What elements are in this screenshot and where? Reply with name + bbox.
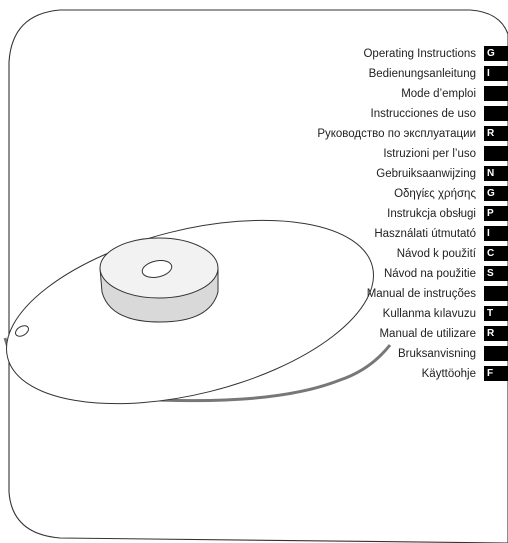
language-tab[interactable]: C	[484, 246, 508, 261]
language-tab[interactable]: R	[484, 126, 508, 141]
disc-hole	[15, 325, 29, 337]
language-tab[interactable]	[484, 286, 508, 301]
language-tab[interactable]	[484, 146, 508, 161]
language-tab[interactable]: I	[484, 226, 508, 241]
language-tab[interactable]: S	[484, 266, 508, 281]
language-tab[interactable]: F	[484, 366, 508, 381]
language-tab[interactable]: G	[484, 186, 508, 201]
language-list: Operating Instructions Bedienungsanleitun…	[317, 44, 476, 384]
language-tab[interactable]	[484, 346, 508, 361]
language-item[interactable]: Instrucciones de uso	[370, 108, 476, 120]
language-tab[interactable]: T	[484, 306, 508, 321]
language-tab[interactable]: G	[484, 46, 508, 61]
language-item[interactable]: Bruksanvisning	[398, 348, 476, 360]
language-item[interactable]: Kullanma kılavuzu	[382, 308, 476, 320]
language-tab[interactable]: I	[484, 66, 508, 81]
language-item[interactable]: Manual de instruções	[366, 288, 476, 300]
language-item[interactable]: Használati útmutató	[374, 228, 476, 240]
language-item[interactable]: Bedienungsanleitung	[368, 68, 476, 80]
language-item[interactable]: Gebruiksaanwijzing	[376, 168, 476, 180]
language-tab[interactable]	[484, 106, 508, 121]
language-item[interactable]: Руководство по эксплуатации	[317, 128, 476, 140]
puck-center	[141, 260, 173, 278]
language-item[interactable]: Návod na použitie	[383, 268, 476, 280]
language-item[interactable]: Instrukcja obsługi	[387, 208, 476, 220]
language-item[interactable]: Operating Instructions	[363, 48, 476, 60]
language-item[interactable]: Návod k použití	[396, 248, 476, 260]
language-item[interactable]: Käyttöohje	[421, 368, 476, 380]
language-item[interactable]: Οδηγίες χρήσης	[394, 188, 476, 200]
language-tab[interactable]: P	[484, 206, 508, 221]
language-item[interactable]: Manual de utilizare	[379, 328, 476, 340]
language-tab[interactable]: R	[484, 326, 508, 341]
language-item[interactable]: Istruzioni per l’uso	[383, 148, 476, 160]
language-tab[interactable]: N	[484, 166, 508, 181]
language-tab[interactable]	[484, 86, 508, 101]
language-item[interactable]: Mode d’emploi	[401, 88, 476, 100]
